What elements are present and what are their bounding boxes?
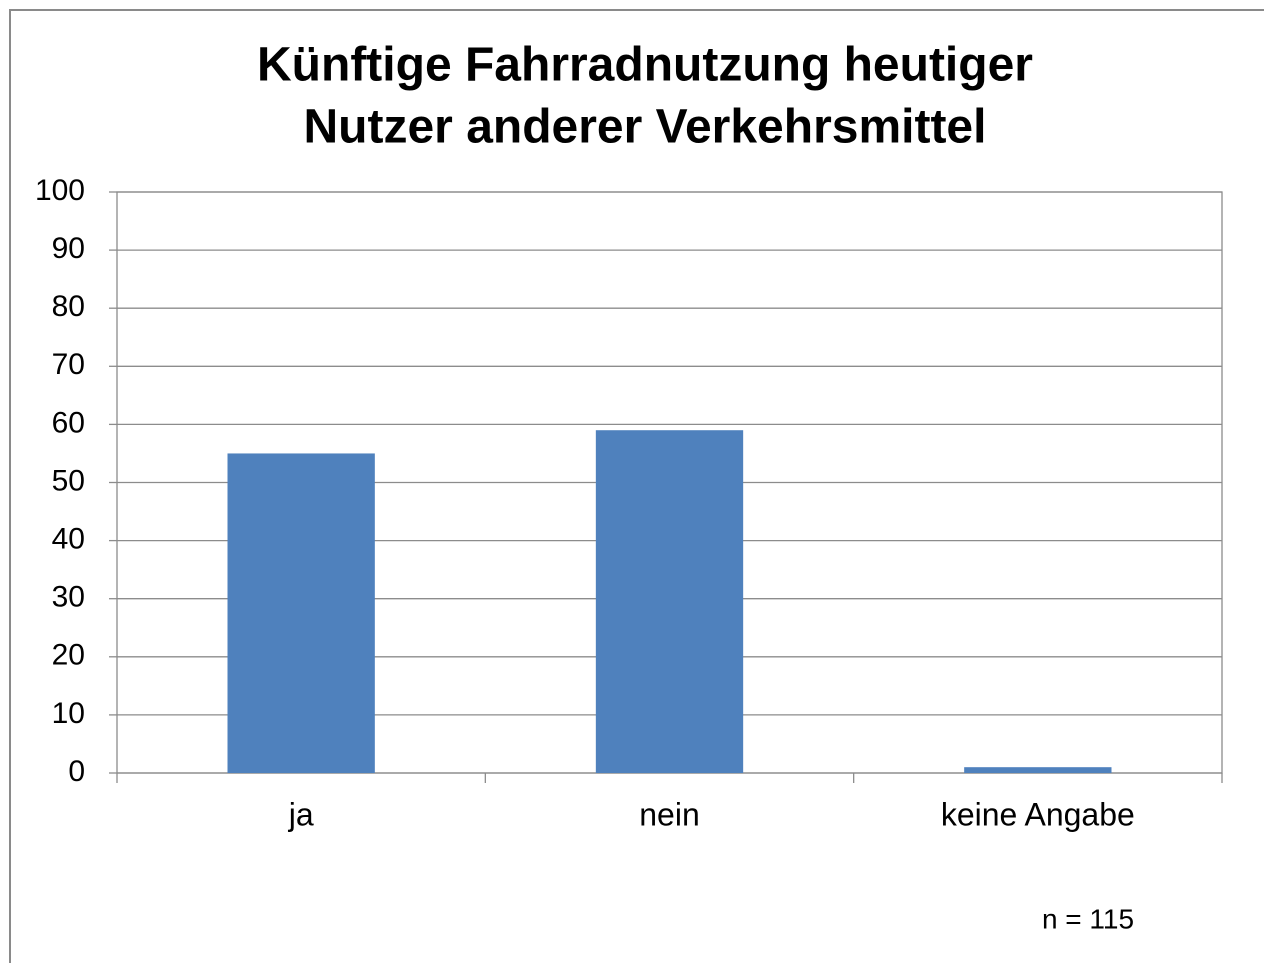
- bar: [964, 767, 1112, 773]
- y-tick-label: 40: [52, 523, 85, 556]
- y-tick-label: 60: [52, 406, 85, 439]
- bar: [227, 453, 375, 773]
- chart-title: Nutzer anderer Verkehrsmittel: [304, 101, 987, 154]
- y-tick-label: 50: [52, 464, 85, 497]
- x-tick-label: nein: [639, 796, 700, 832]
- y-tick-label: 0: [68, 755, 85, 788]
- chart-title: Künftige Fahrradnutzung heutiger: [257, 39, 1033, 92]
- y-tick-label: 80: [52, 290, 85, 323]
- y-tick-label: 70: [52, 348, 85, 381]
- annotation: n = 115: [1042, 903, 1134, 934]
- y-tick-label: 30: [52, 581, 85, 614]
- y-tick-label: 10: [52, 697, 85, 730]
- x-tick-label: ja: [288, 796, 314, 832]
- bar: [595, 430, 744, 773]
- y-tick-label: 20: [52, 639, 85, 672]
- x-tick-label: keine Angabe: [941, 796, 1135, 832]
- y-tick-label: 90: [52, 232, 85, 265]
- y-tick-label: 100: [35, 174, 85, 207]
